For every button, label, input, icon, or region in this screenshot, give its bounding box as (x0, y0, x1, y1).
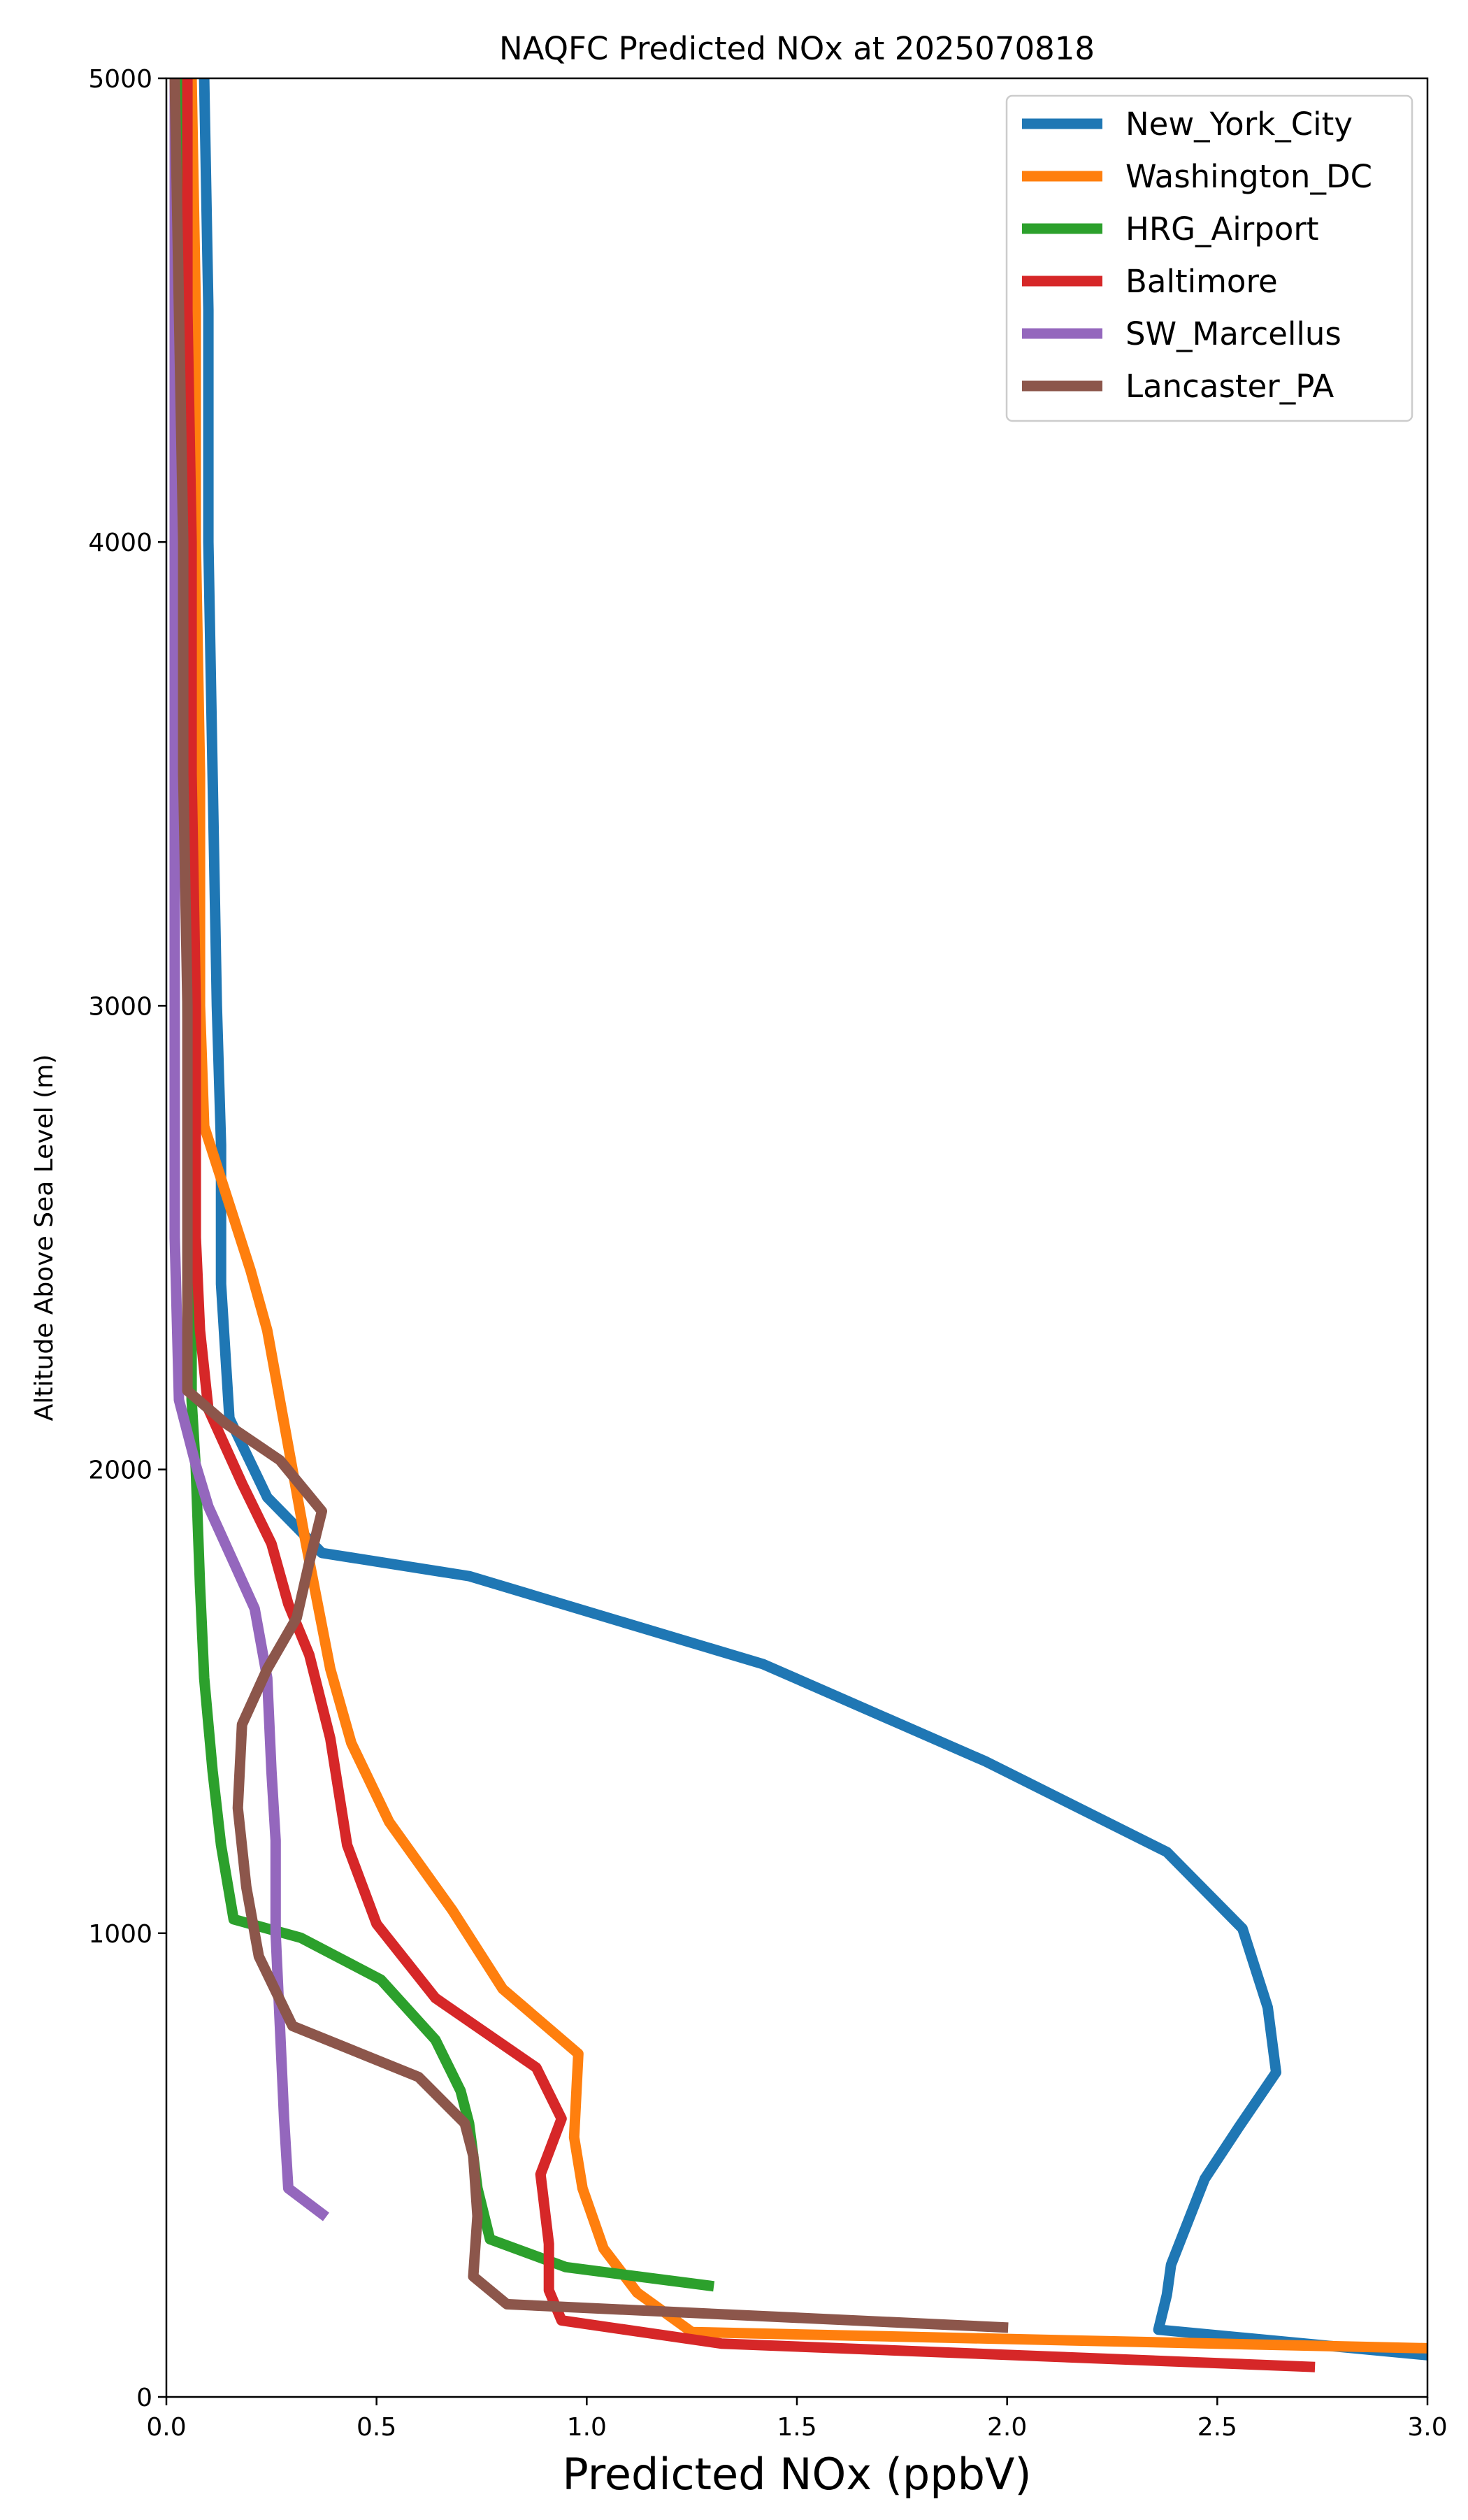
y-axis-ticks: 0 1000 2000 3000 4000 5000 (88, 65, 166, 2412)
x-tick-label: 2.0 (987, 2413, 1027, 2442)
legend-box (1005, 94, 1413, 422)
legend-label: Lancaster_PA (1125, 368, 1334, 405)
legend: New_York_City Washington_DC HRG_Airport Bal… (1005, 94, 1413, 422)
series-lines (169, 78, 1427, 2372)
x-tick-label: 2.5 (1197, 2413, 1237, 2442)
x-axis-ticks: 0.0 0.5 1.0 1.5 2.0 2.5 3.0 (146, 2397, 1448, 2442)
chart-title: NAQFC Predicted NOx at 2025070818 (499, 30, 1095, 67)
y-tick-label: 0 (136, 2384, 152, 2412)
series-line-baltimore (182, 78, 1316, 2372)
series-line-lancaster-pa (169, 78, 1009, 2333)
x-tick-label: 1.0 (567, 2413, 607, 2442)
y-tick-label: 1000 (88, 1920, 152, 1949)
y-axis-label: Altitude Above Sea Level (m) (30, 1054, 59, 1422)
y-tick-label: 4000 (88, 529, 152, 557)
legend-label: SW_Marcellus (1125, 315, 1341, 352)
legend-label: HRG_Airport (1125, 210, 1319, 248)
x-tick-label: 1.5 (777, 2413, 816, 2442)
series-line-new-york-city (199, 78, 1427, 2361)
x-axis-label: Predicted NOx (ppbV) (562, 2449, 1031, 2500)
series-line-sw-marcellus (169, 78, 330, 2221)
x-tick-label: 3.0 (1407, 2413, 1447, 2442)
x-tick-label: 0.5 (357, 2413, 396, 2442)
legend-label: New_York_City (1125, 106, 1353, 143)
legend-label: Baltimore (1125, 263, 1278, 300)
y-tick-label: 2000 (88, 1456, 152, 1485)
y-tick-label: 5000 (88, 65, 152, 94)
series-line-washington-dc (186, 78, 1427, 2354)
y-tick-label: 3000 (88, 992, 152, 1021)
legend-label: Washington_DC (1125, 158, 1372, 195)
x-tick-label: 0.0 (146, 2413, 186, 2442)
